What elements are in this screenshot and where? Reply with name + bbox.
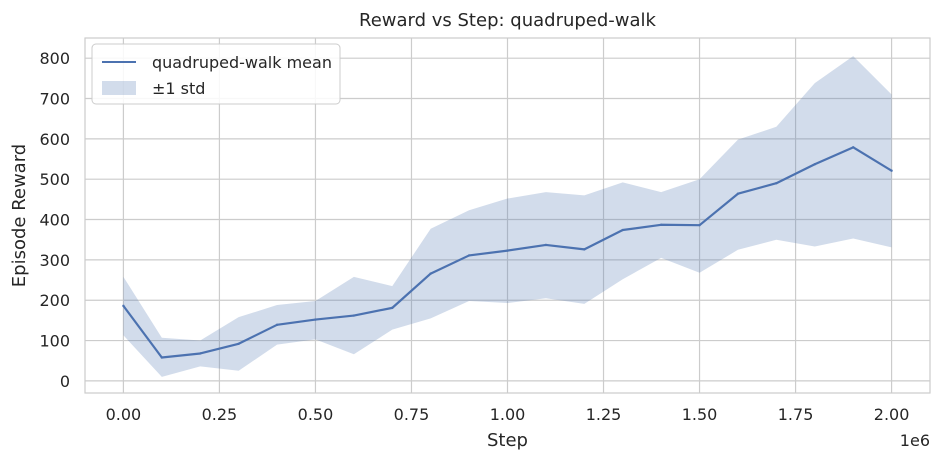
y-tick-label: 100 xyxy=(39,332,70,351)
y-tick-label: 500 xyxy=(39,170,70,189)
x-axis-offset-label: 1e6 xyxy=(900,431,930,450)
legend-box xyxy=(91,43,341,105)
mean-point xyxy=(237,342,240,345)
mean-point xyxy=(199,352,202,355)
legend-mean-label: quadruped-walk mean xyxy=(152,53,332,72)
mean-point xyxy=(122,304,125,308)
y-tick-labels: 0 100 200 300 400 500 600 700 800 xyxy=(39,49,70,391)
mean-point xyxy=(890,169,893,172)
mean-point xyxy=(736,192,740,195)
legend-std-label: ±1 std xyxy=(152,79,205,98)
x-tick-label: 1.00 xyxy=(490,405,526,424)
y-tick-label: 0 xyxy=(60,372,70,391)
x-tick-label: 1.25 xyxy=(586,405,622,424)
legend-std-band-swatch xyxy=(102,81,136,95)
x-tick-label: 1.50 xyxy=(682,405,718,424)
std-band-layer xyxy=(123,56,892,377)
mean-point xyxy=(160,356,164,359)
x-tick-label: 2.00 xyxy=(874,405,910,424)
mean-point xyxy=(851,146,855,149)
mean-point xyxy=(621,228,624,232)
x-tick-label: 0.50 xyxy=(298,405,334,424)
mean-point xyxy=(391,306,394,310)
y-tick-label: 700 xyxy=(39,90,70,109)
y-tick-label: 300 xyxy=(39,251,70,270)
x-tick-label: 0.25 xyxy=(202,405,238,424)
mean-line-layer xyxy=(122,146,893,359)
chart-title: Reward vs Step: quadruped-walk xyxy=(359,10,657,31)
x-tick-label: 1.75 xyxy=(778,405,814,424)
y-axis-label: Episode Reward xyxy=(9,144,30,287)
y-tick-label: 400 xyxy=(39,211,70,230)
x-axis-label: Step xyxy=(487,430,528,451)
mean-point xyxy=(813,163,816,166)
mean-point xyxy=(659,223,663,226)
mean-point xyxy=(544,243,548,247)
x-tick-label: 0.00 xyxy=(106,405,142,424)
mean-point xyxy=(583,248,586,251)
mean-point xyxy=(698,223,701,227)
x-tick-label: 0.75 xyxy=(394,405,430,424)
y-tick-label: 200 xyxy=(39,291,70,310)
y-tick-label: 600 xyxy=(39,130,70,149)
mean-point xyxy=(275,323,279,327)
mean-point xyxy=(467,254,471,257)
plot-frame xyxy=(84,37,931,394)
mean-point xyxy=(352,314,356,317)
y-tick-label: 800 xyxy=(39,49,70,68)
mean-point xyxy=(506,249,509,252)
mean-point xyxy=(314,318,317,321)
mean-point xyxy=(429,272,432,275)
mean-point xyxy=(775,182,778,185)
legend: quadruped-walk mean ±1 std xyxy=(91,43,341,105)
std-band xyxy=(123,56,892,377)
x-tick-labels: 0.00 0.25 0.50 0.75 1.00 1.25 1.50 1.75 2.00 xyxy=(106,405,910,424)
